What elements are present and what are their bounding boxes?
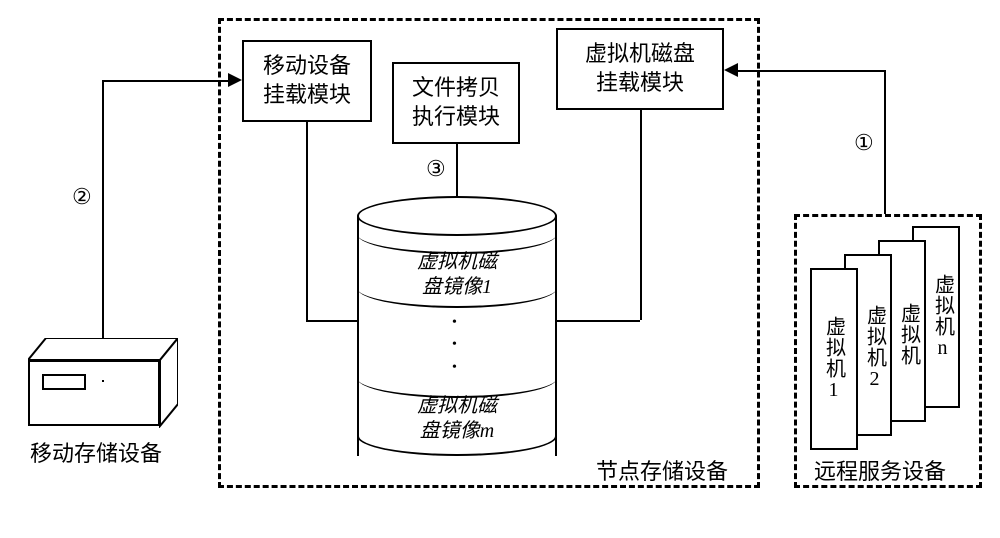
mm-right: [306, 320, 357, 322]
marker-1: ①: [854, 130, 874, 156]
vm-text-4: 虚拟机n: [926, 228, 960, 406]
mobile-storage-device: [28, 338, 178, 426]
vm-text-3: 虚拟机: [892, 248, 926, 420]
file-copy-line1: 文件拷贝: [412, 75, 500, 100]
remote-service-label: 远程服务设备: [814, 458, 946, 486]
conn2-v: [102, 80, 104, 338]
cylinder-slice1-label: 虚拟机磁盘镜像1: [357, 250, 557, 300]
marker-3: ③: [426, 156, 446, 182]
marker-2: ②: [72, 184, 92, 210]
diagram-canvas: 移动设备 挂载模块 文件拷贝 执行模块 虚拟机磁盘 挂载模块 虚拟机磁盘镜像1 …: [0, 0, 1000, 538]
vd-down: [640, 110, 642, 320]
vm-text-2: 虚拟机2: [858, 260, 892, 436]
conn1-arrow: [724, 63, 738, 77]
conn1-h: [738, 70, 886, 72]
conn2-arrow: [228, 73, 242, 87]
cylinder-slice2-label: 虚拟机磁盘镜像m: [357, 394, 557, 444]
mobile-mount-line1: 移动设备: [263, 53, 351, 78]
vmdisk-mount-line1: 虚拟机磁盘: [585, 41, 695, 66]
node-storage-label: 节点存储设备: [596, 458, 728, 486]
mobile-mount-module: 移动设备 挂载模块: [242, 40, 372, 122]
mobile-storage-label: 移动存储设备: [30, 440, 162, 468]
vmdisk-mount-module: 虚拟机磁盘 挂载模块: [556, 28, 724, 110]
conn1-v: [884, 70, 886, 214]
vd-left: [557, 320, 640, 322]
conn2-h2: [102, 80, 228, 82]
conn3-v: [456, 144, 458, 196]
file-copy-line2: 执行模块: [412, 104, 500, 129]
vm-text-1: 虚拟机1: [810, 268, 858, 450]
conn2-h1: [102, 380, 104, 382]
mm-down: [306, 122, 308, 320]
vmdisk-mount-line2: 挂载模块: [596, 70, 684, 95]
cylinder-dots: •••: [452, 312, 457, 379]
cylinder-top: [357, 196, 557, 236]
mobile-mount-line2: 挂载模块: [263, 82, 351, 107]
file-copy-module: 文件拷贝 执行模块: [392, 62, 520, 144]
